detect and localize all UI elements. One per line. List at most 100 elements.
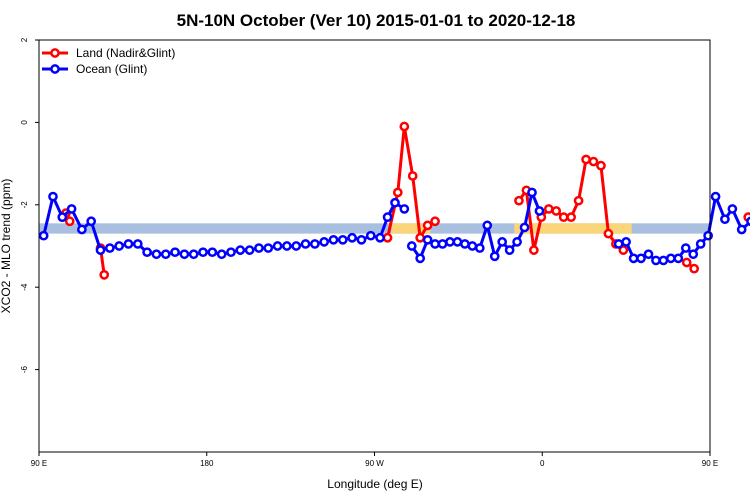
- land-point: [566, 212, 576, 223]
- ocean-point: [114, 241, 124, 251]
- ocean-point: [123, 239, 134, 249]
- ocean-point: [390, 197, 400, 208]
- y-axis: 2 0 -2 -4 -6: [20, 37, 39, 373]
- ocean-point: [365, 230, 376, 241]
- ocean-point: [66, 204, 77, 214]
- ocean-point: [643, 249, 654, 260]
- ocean-point: [703, 230, 713, 241]
- ocean-point: [613, 239, 624, 249]
- ocean-point: [132, 239, 143, 249]
- ocean-point: [382, 212, 393, 223]
- ocean-band: [39, 223, 710, 234]
- y-tick-label: 2: [20, 37, 29, 42]
- ocean-point: [179, 249, 190, 260]
- land-band: [391, 223, 431, 234]
- land-point: [551, 206, 562, 216]
- land-point: [392, 187, 403, 198]
- ocean-point: [291, 241, 302, 251]
- ocean-point: [160, 249, 171, 260]
- ocean-point: [310, 239, 320, 249]
- land-point: [558, 212, 569, 223]
- land-point: [588, 156, 599, 167]
- ocean-point: [497, 237, 508, 247]
- ocean-point: [104, 243, 115, 253]
- ocean-point: [48, 191, 58, 202]
- y-tick-label: 0: [20, 120, 29, 125]
- ocean-point: [151, 249, 162, 260]
- ocean-point: [375, 232, 385, 243]
- ocean-point: [695, 239, 706, 249]
- x-tick-label: 90 E: [702, 459, 718, 468]
- ocean-point: [57, 212, 68, 223]
- ocean-point: [244, 245, 255, 255]
- ocean-point: [489, 251, 500, 262]
- ocean-point: [504, 245, 515, 255]
- legend-label: Land (Nadir&Glint): [76, 46, 175, 60]
- ocean-point: [77, 224, 87, 235]
- ocean-point: [534, 206, 545, 216]
- ocean-point: [512, 237, 522, 247]
- ocean-point: [673, 253, 684, 264]
- land-point: [514, 195, 524, 206]
- land-point: [543, 204, 554, 214]
- ocean-point: [467, 241, 478, 251]
- land-point: [581, 154, 591, 165]
- ocean-point: [736, 224, 747, 235]
- ocean-point: [651, 255, 661, 266]
- ocean-point: [235, 245, 246, 255]
- ocean-point: [216, 249, 227, 260]
- land-point: [603, 228, 614, 239]
- y-axis-label: XCO2 - MLO trend (ppm): [0, 179, 13, 314]
- ocean-point: [282, 241, 292, 251]
- legend-marker: [50, 64, 60, 74]
- land-point: [64, 216, 75, 227]
- x-tick-label: 90 E: [31, 459, 47, 468]
- ocean-point: [254, 243, 264, 253]
- ocean-point: [347, 232, 357, 243]
- ocean-point: [527, 187, 537, 198]
- ocean-point: [430, 239, 440, 249]
- land-point: [99, 269, 110, 280]
- ocean-point: [86, 216, 97, 227]
- land-point: [422, 220, 433, 231]
- ocean-point: [142, 247, 152, 258]
- x-axis: 90 E 180 90 W 0 90 E: [31, 452, 718, 468]
- land-point: [407, 171, 418, 181]
- ocean-point: [406, 241, 417, 251]
- ocean-point: [263, 243, 274, 253]
- ocean-point: [226, 247, 236, 258]
- x-tick-label: 90 W: [365, 459, 384, 468]
- y-tick-label: -6: [20, 365, 29, 373]
- ocean-point: [628, 253, 639, 264]
- ocean-point: [482, 220, 493, 231]
- ocean-point: [328, 234, 339, 245]
- ocean-point: [452, 237, 463, 247]
- legend: Land (Nadir&Glint) Ocean (Glint): [42, 46, 175, 76]
- ocean-point: [445, 237, 455, 247]
- ocean-point: [727, 204, 738, 214]
- ocean-point: [680, 243, 691, 253]
- land-point: [399, 121, 410, 132]
- ocean-point: [746, 216, 750, 227]
- land-point: [529, 245, 539, 255]
- ocean-point: [636, 253, 646, 264]
- land-band: [514, 223, 632, 234]
- ocean-point: [666, 253, 676, 264]
- ocean-point: [319, 237, 330, 247]
- plot-area: [38, 121, 750, 280]
- land-point: [596, 160, 606, 171]
- ocean-point: [272, 241, 283, 251]
- legend-label: Ocean (Glint): [76, 62, 147, 76]
- ocean-point: [710, 191, 721, 202]
- y-tick-label: -2: [20, 201, 29, 209]
- ocean-point: [399, 204, 410, 214]
- ocean-point: [720, 214, 730, 225]
- ocean-point: [337, 234, 348, 245]
- ocean-point: [519, 222, 530, 233]
- x-axis-label: Longitude (deg E): [327, 477, 422, 491]
- land-point: [382, 232, 393, 243]
- ocean-point: [688, 249, 699, 260]
- ocean-point: [658, 255, 669, 266]
- ocean-point: [422, 234, 433, 245]
